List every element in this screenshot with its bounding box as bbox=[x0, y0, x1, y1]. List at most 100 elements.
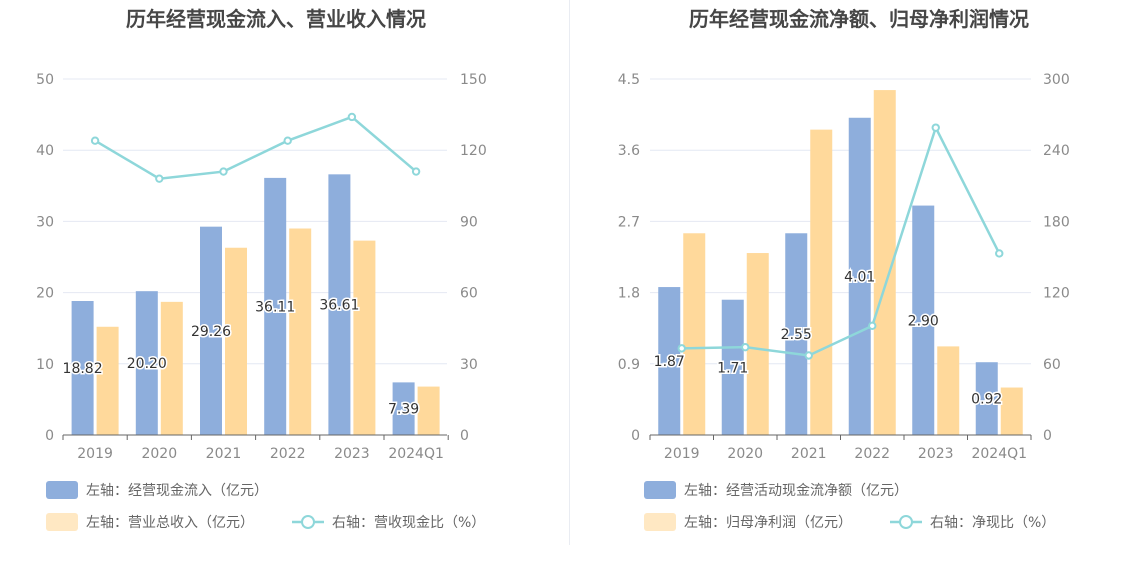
panel-divider bbox=[569, 0, 570, 545]
chart-net-cash-profit: 历年经营现金流净额、归母净利润情况 1.87 1.71 2.55 4.01 2.90 0.… bbox=[618, 7, 1070, 531]
bar-net-operating-cash bbox=[975, 362, 998, 435]
y-right-tick-label: 120 bbox=[1043, 286, 1070, 302]
x-tick-label: 2023 bbox=[334, 446, 370, 462]
bar-net-operating-cash bbox=[658, 287, 681, 435]
y-right-tick-label: 240 bbox=[1043, 143, 1070, 159]
line-point bbox=[347, 112, 357, 122]
bar-data-label: 1.87 bbox=[654, 354, 685, 370]
chart-title: 历年经营现金流入、营业收入情况 bbox=[126, 7, 426, 31]
bar-data-label: 2.55 bbox=[781, 327, 812, 343]
x-tick-label: 2022 bbox=[854, 446, 890, 462]
y-left-tick-label: 0 bbox=[631, 428, 640, 444]
bar-net-operating-cash bbox=[848, 117, 871, 436]
bar-net-profit bbox=[746, 253, 769, 435]
bar-data-label: 0.92 bbox=[971, 392, 1002, 408]
bar-net-profit bbox=[810, 129, 833, 435]
legend-label: 左轴：归母净利润（亿元） bbox=[684, 514, 852, 531]
y-right-tick-label: 60 bbox=[460, 286, 478, 302]
bar-cash-inflow bbox=[392, 382, 415, 435]
bar-cash-inflow bbox=[328, 174, 351, 436]
x-tick-label: 2020 bbox=[727, 446, 763, 462]
legend-swatch-primary bbox=[46, 481, 78, 499]
y-left-tick-label: 3.6 bbox=[618, 143, 640, 159]
bar-net-operating-cash bbox=[912, 205, 935, 435]
y-right-tick-label: 0 bbox=[1043, 428, 1052, 444]
bar-net-operating-cash bbox=[785, 233, 808, 435]
bar-total-revenue bbox=[417, 386, 440, 435]
bar-data-label: 36.61 bbox=[319, 298, 359, 314]
line-point bbox=[283, 136, 292, 145]
line-point bbox=[677, 344, 686, 353]
line-point bbox=[741, 342, 750, 352]
bar-data-label: 2.90 bbox=[908, 313, 939, 329]
bar-data-label: 29.26 bbox=[191, 324, 231, 340]
bar-cash-inflow bbox=[135, 291, 158, 435]
y-right-tick-label: 300 bbox=[1043, 72, 1070, 88]
bar-net-profit bbox=[873, 90, 896, 435]
bar-data-label: 20.20 bbox=[127, 356, 167, 372]
bar-data-label: 4.01 bbox=[844, 269, 875, 285]
legend-label: 左轴：经营活动现金流净额（亿元） bbox=[684, 483, 908, 499]
chart-cash-inflow-revenue: 历年经营现金流入、营业收入情况 18.82 20.20 29.26 36.11 36.6… bbox=[36, 7, 487, 531]
line-point bbox=[411, 167, 421, 176]
x-tick-label: 2023 bbox=[918, 446, 954, 462]
line-point bbox=[219, 167, 228, 176]
bar-total-revenue bbox=[353, 240, 376, 435]
legend-label: 左轴：经营现金流入（亿元） bbox=[86, 483, 268, 499]
y-right-tick-label: 60 bbox=[1043, 357, 1061, 373]
y-left-tick-label: 50 bbox=[36, 72, 54, 88]
chart-panel-cash-inflow-revenue: 历年经营现金流入、营业收入情况 18.82 20.20 29.26 36.11 36.6… bbox=[36, 7, 487, 531]
bar-cash-inflow bbox=[71, 301, 94, 435]
bar-cash-inflow bbox=[264, 177, 287, 436]
legend-swatch-line-marker bbox=[301, 515, 315, 529]
legend-label: 右轴：营收现金比（%） bbox=[332, 515, 485, 531]
line-revenue-cash-ratio bbox=[94, 115, 417, 180]
chart-title: 历年经营现金流净额、归母净利润情况 bbox=[689, 7, 1029, 31]
legend-label: 左轴：营业总收入（亿元） bbox=[86, 515, 254, 531]
x-tick-label: 2024Q1 bbox=[388, 446, 444, 462]
bar-total-revenue bbox=[289, 228, 312, 435]
y-right-tick-label: 30 bbox=[460, 357, 478, 373]
line-point bbox=[995, 249, 1004, 258]
line-point bbox=[868, 321, 877, 331]
y-left-tick-label: 20 bbox=[36, 286, 54, 302]
x-tick-label: 2021 bbox=[206, 446, 242, 462]
line-point bbox=[155, 174, 164, 183]
bar-cash-inflow bbox=[200, 226, 222, 435]
bar-net-operating-cash bbox=[721, 299, 744, 435]
x-tick-label: 2020 bbox=[141, 446, 177, 462]
chart-panel-net-cash-profit: 历年经营现金流净额、归母净利润情况 1.87 1.71 2.55 4.01 2.90 0.… bbox=[567, 0, 1134, 582]
y-left-tick-label: 4.5 bbox=[618, 72, 640, 88]
line-point bbox=[90, 136, 100, 145]
y-right-tick-label: 180 bbox=[1043, 214, 1070, 230]
y-right-tick-label: 0 bbox=[460, 428, 469, 444]
y-left-tick-label: 0 bbox=[45, 428, 54, 444]
legend-swatch-line-marker bbox=[899, 515, 913, 529]
bar-total-revenue bbox=[160, 301, 183, 435]
y-left-tick-label: 40 bbox=[36, 143, 54, 159]
y-right-tick-label: 150 bbox=[460, 72, 487, 88]
legend-swatch-secondary bbox=[46, 513, 78, 531]
legend-swatch-primary bbox=[644, 481, 676, 499]
bar-total-revenue bbox=[225, 247, 247, 435]
legend-label: 右轴：净现比（%） bbox=[930, 515, 1055, 531]
legend-swatch-secondary bbox=[644, 513, 676, 531]
bar-data-label: 1.71 bbox=[717, 360, 748, 376]
x-tick-label: 2021 bbox=[791, 446, 827, 462]
x-tick-label: 2019 bbox=[664, 446, 700, 462]
x-tick-label: 2022 bbox=[270, 446, 306, 462]
y-right-tick-label: 90 bbox=[460, 214, 478, 230]
x-tick-label: 2019 bbox=[77, 446, 113, 462]
x-tick-label: 2024Q1 bbox=[971, 446, 1027, 462]
line-point bbox=[931, 123, 940, 132]
line-net-cash-ratio bbox=[681, 124, 1001, 357]
y-left-tick-label: 30 bbox=[36, 214, 54, 230]
bar-total-revenue bbox=[96, 326, 119, 435]
y-left-tick-label: 0.9 bbox=[618, 357, 640, 373]
y-left-tick-label: 10 bbox=[36, 357, 54, 373]
y-right-tick-label: 120 bbox=[460, 143, 487, 159]
y-left-tick-label: 2.7 bbox=[618, 214, 640, 230]
y-left-tick-label: 1.8 bbox=[618, 286, 640, 302]
bar-net-profit bbox=[683, 233, 706, 435]
line-point bbox=[804, 351, 813, 360]
